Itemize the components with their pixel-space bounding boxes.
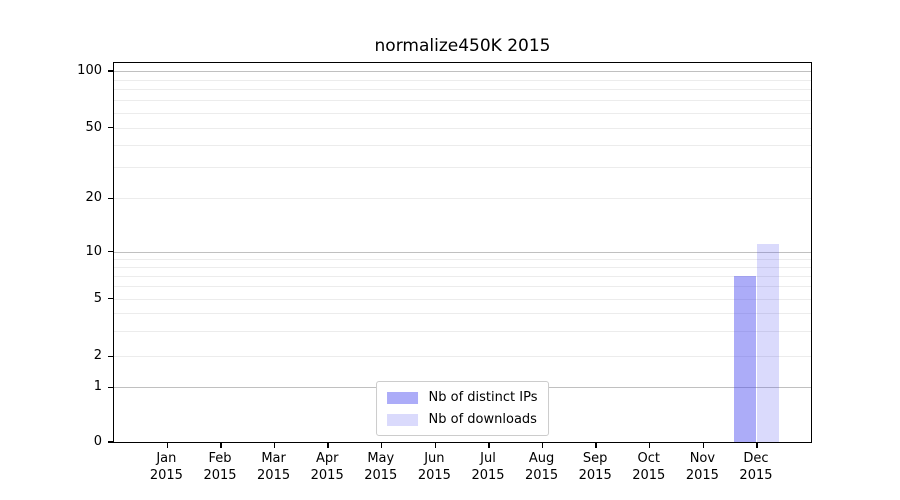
- x-tick-mark: [381, 443, 383, 448]
- gridline-minor: [114, 198, 811, 200]
- legend-entry-downloads: Nb of downloads: [386, 412, 538, 427]
- legend-swatch-distinct-ips: [386, 391, 418, 404]
- gridline-minor: [114, 266, 811, 268]
- legend: Nb of distinct IPs Nb of downloads: [375, 381, 550, 436]
- gridline-minor: [114, 298, 811, 300]
- y-tick-mark: [108, 126, 113, 129]
- legend-entry-distinct-ips: Nb of distinct IPs: [386, 390, 538, 405]
- x-tick-label: Jun 2015: [417, 451, 451, 483]
- gridline-minor: [114, 89, 811, 91]
- gridline-minor: [114, 330, 811, 332]
- legend-label-distinct-ips: Nb of distinct IPs: [428, 390, 538, 405]
- gridline-minor: [114, 79, 811, 81]
- x-tick-label: Jan 2015: [149, 451, 183, 483]
- x-tick-label: Jul 2015: [471, 451, 505, 483]
- y-tick-label: 0: [93, 434, 102, 449]
- x-tick-mark: [488, 443, 490, 448]
- y-tick-label: 5: [93, 290, 102, 306]
- x-tick-label: Aug 2015: [525, 451, 559, 483]
- gridline-minor: [114, 286, 811, 288]
- x-tick-label: Sep 2015: [578, 451, 612, 483]
- bar-nb-of-distinct-ips: [734, 275, 757, 442]
- gridline-minor: [114, 275, 811, 277]
- x-tick-label: Nov 2015: [685, 451, 719, 483]
- gridline-minor: [114, 112, 811, 114]
- y-tick-mark: [108, 355, 113, 358]
- x-tick-mark: [327, 443, 329, 448]
- y-tick-label: 10: [85, 243, 102, 259]
- y-tick-mark: [108, 70, 113, 72]
- gridline-minor: [114, 127, 811, 129]
- x-tick-mark: [273, 443, 276, 448]
- y-tick-label: 20: [85, 190, 102, 206]
- gridline-minor: [114, 167, 811, 169]
- x-tick-mark: [649, 443, 651, 448]
- x-tick-mark: [166, 443, 169, 448]
- gridline-minor: [114, 144, 811, 146]
- y-tick-mark: [108, 197, 113, 199]
- gridline-minor: [114, 312, 811, 314]
- bar-nb-of-downloads: [757, 244, 780, 442]
- x-tick-label: Feb 2015: [203, 451, 237, 483]
- gridline-major: [114, 251, 811, 253]
- y-tick-label: 1: [93, 379, 102, 395]
- gridline-minor: [114, 356, 811, 358]
- y-tick-mark: [108, 250, 113, 253]
- x-tick-label: Oct 2015: [632, 451, 666, 483]
- legend-swatch-downloads: [386, 413, 418, 426]
- x-tick-mark: [434, 443, 437, 448]
- x-tick-label: Dec 2015: [739, 451, 773, 483]
- y-tick-label: 50: [85, 119, 102, 135]
- y-tick-mark: [108, 386, 113, 388]
- x-tick-mark: [702, 443, 705, 448]
- chart-title: normalize450K 2015: [374, 36, 551, 56]
- y-tick-label: 2: [93, 348, 102, 364]
- y-tick-mark: [108, 298, 113, 300]
- x-tick-label: May 2015: [364, 451, 398, 483]
- gridline-minor: [114, 258, 811, 260]
- x-tick-mark: [541, 443, 544, 448]
- plot-area: Nb of distinct IPs Nb of downloads: [108, 62, 812, 448]
- x-tick-label: Apr 2015: [310, 451, 344, 483]
- gridline-minor: [114, 100, 811, 102]
- gridline-major: [114, 70, 811, 72]
- x-tick-mark: [595, 443, 597, 448]
- x-tick-mark: [220, 443, 222, 448]
- x-tick-mark: [756, 443, 758, 448]
- x-tick-label: Mar 2015: [257, 451, 291, 483]
- y-tick-label: 100: [77, 62, 102, 78]
- y-tick-mark: [108, 441, 113, 443]
- legend-label-downloads: Nb of downloads: [428, 412, 537, 427]
